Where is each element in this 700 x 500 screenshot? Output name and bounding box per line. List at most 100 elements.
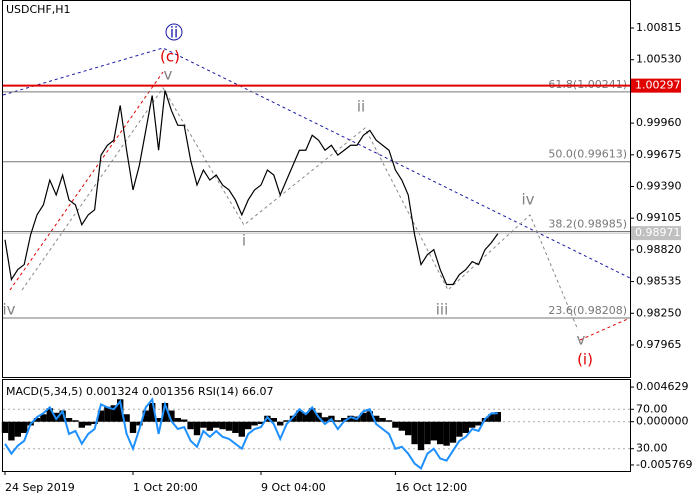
macd-bar bbox=[65, 417, 73, 422]
macd-bar bbox=[187, 421, 194, 430]
macd-bar bbox=[392, 421, 399, 428]
macd-bar bbox=[72, 420, 79, 422]
macd-bar bbox=[289, 415, 297, 422]
macd-bar bbox=[341, 417, 348, 422]
macd-bar bbox=[309, 408, 316, 422]
macd-bar bbox=[277, 421, 284, 426]
trend-line bbox=[579, 317, 631, 341]
macd-bar bbox=[302, 412, 309, 422]
macd-bar bbox=[1, 421, 9, 433]
rsi-label: RSI(14) bbox=[198, 385, 238, 398]
macd-bar bbox=[449, 421, 457, 443]
macd-bar bbox=[443, 421, 450, 446]
macd-bar bbox=[424, 421, 431, 445]
macd-bar bbox=[219, 421, 226, 430]
macd-bar bbox=[155, 417, 162, 422]
level-label: 1.00297 bbox=[635, 79, 681, 92]
macd-bar bbox=[462, 421, 469, 433]
wave-label: (i) bbox=[577, 351, 593, 369]
wave-lines bbox=[2, 47, 631, 341]
y-tick-label: 0.99675 bbox=[636, 148, 682, 161]
x-tick-label: 1 Oct 20:00 bbox=[133, 481, 198, 494]
wave-label: iii bbox=[436, 301, 449, 319]
wave-label: ii bbox=[170, 24, 178, 42]
macd-bar bbox=[456, 421, 463, 437]
macd-value: 0.001324 bbox=[86, 385, 139, 398]
wave-path bbox=[21, 87, 579, 331]
y-tick-label: 1.00530 bbox=[636, 53, 682, 66]
wave-label: (c) bbox=[160, 48, 180, 66]
macd-bar bbox=[117, 399, 124, 422]
macd-bar bbox=[270, 417, 277, 422]
wave-label: v bbox=[577, 331, 586, 349]
wave-label: ii bbox=[357, 98, 365, 116]
wave-label: i bbox=[242, 232, 246, 250]
macd-bar bbox=[200, 421, 207, 428]
y-tick-label: 0.98535 bbox=[636, 275, 682, 288]
macd-bar bbox=[110, 405, 117, 422]
macd-bar bbox=[347, 415, 354, 422]
macd-bar bbox=[40, 414, 47, 422]
macd-bar bbox=[411, 421, 418, 445]
macd-bar bbox=[14, 421, 21, 437]
macd-bar bbox=[59, 410, 66, 422]
macd-bar bbox=[366, 411, 373, 422]
macd-bar bbox=[193, 421, 201, 436]
y-tick-label: 0.99960 bbox=[636, 116, 682, 129]
current-price-box bbox=[631, 226, 681, 241]
macd-bar bbox=[379, 417, 386, 422]
macd-bar bbox=[321, 417, 329, 422]
macd-bar bbox=[181, 419, 188, 422]
wave-label: iv bbox=[521, 191, 534, 209]
y-tick-label: 1.00815 bbox=[636, 21, 682, 34]
x-tick-label: 24 Sep 2019 bbox=[5, 481, 75, 494]
macd-bar bbox=[437, 421, 444, 445]
wave-circle bbox=[165, 23, 183, 41]
macd-bar bbox=[238, 421, 245, 437]
macd-bar bbox=[385, 420, 393, 422]
macd-label: MACD(5,34,5) bbox=[6, 385, 83, 398]
macd-bar bbox=[97, 410, 105, 422]
macd-bar bbox=[168, 410, 175, 422]
macd-bar bbox=[373, 415, 380, 422]
macd-bar bbox=[417, 421, 425, 451]
level-box bbox=[631, 78, 681, 93]
y-tick-label: 0.99105 bbox=[636, 211, 682, 224]
macd-bar bbox=[213, 421, 220, 428]
macd-bar bbox=[334, 420, 341, 422]
trend-line bbox=[9, 71, 164, 291]
y-tick-label: 0.97965 bbox=[636, 338, 682, 351]
macd-bar bbox=[174, 417, 181, 422]
y-tick-label: 0.000000 bbox=[636, 415, 689, 428]
macd-bar bbox=[360, 412, 367, 422]
macd-bar bbox=[142, 410, 149, 422]
macd-bar bbox=[85, 421, 92, 426]
fib-label: 38.2(0.98985) bbox=[548, 218, 627, 231]
macd-bar bbox=[46, 408, 53, 422]
macd-bar bbox=[430, 421, 437, 441]
rsi-value: 66.07 bbox=[242, 385, 274, 398]
wave-label: iv bbox=[2, 301, 15, 319]
y2-tick-label: 30.00 bbox=[636, 442, 668, 455]
macd-bar bbox=[469, 421, 476, 428]
macd-bar bbox=[494, 412, 501, 422]
x-tick-label: 16 Oct 12:00 bbox=[395, 481, 467, 494]
fib-label: 50.0(0.99613) bbox=[548, 148, 627, 161]
macd-bar bbox=[161, 403, 169, 422]
macd-bar bbox=[232, 421, 239, 433]
current-price-label: 0.98971 bbox=[635, 226, 681, 239]
macd-bar bbox=[475, 421, 482, 426]
y-tick-label: 0.98820 bbox=[636, 243, 682, 256]
macd-bar bbox=[257, 421, 265, 424]
fib-label: 23.6(0.98208) bbox=[548, 304, 627, 317]
macd-bar bbox=[8, 421, 15, 441]
macd-bar bbox=[296, 410, 303, 422]
macd-bar bbox=[33, 417, 41, 422]
signal-value: 0.001356 bbox=[142, 385, 195, 398]
y-tick-label: 0.004629 bbox=[636, 380, 689, 393]
x-tick-label: 9 Oct 04:00 bbox=[261, 481, 326, 494]
macd-bar bbox=[123, 414, 130, 422]
macd-bar bbox=[405, 421, 412, 436]
macd-bar bbox=[129, 421, 137, 433]
price-frame bbox=[2, 0, 631, 378]
